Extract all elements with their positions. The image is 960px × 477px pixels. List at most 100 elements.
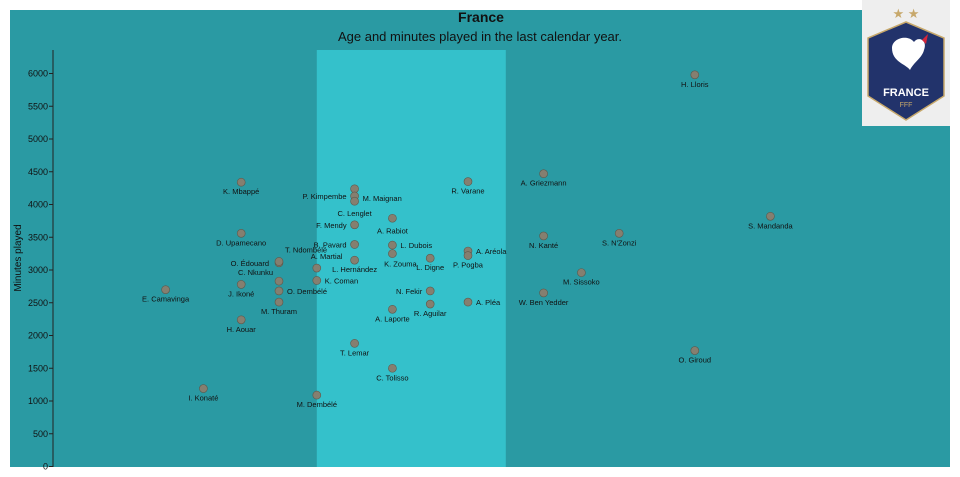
data-point-label: B. Pavard bbox=[314, 240, 347, 249]
y-tick-label: 1000 bbox=[28, 396, 48, 406]
data-point[interactable] bbox=[463, 297, 473, 307]
y-tick-label: 1500 bbox=[28, 363, 48, 373]
data-point-label: W. Ben Yedder bbox=[519, 298, 569, 307]
data-points: E. Camavinga I. Konaté K. Mbappé D. Upameca… bbox=[142, 70, 794, 409]
data-point[interactable] bbox=[388, 213, 397, 223]
y-tick-label: 3000 bbox=[28, 265, 48, 275]
data-point[interactable] bbox=[388, 304, 397, 314]
data-point[interactable] bbox=[463, 251, 473, 260]
chart-subtitle: Age and minutes played in the last calen… bbox=[338, 29, 622, 44]
data-point[interactable] bbox=[350, 240, 359, 249]
data-point[interactable] bbox=[312, 276, 322, 285]
data-point-label: L. Hernández bbox=[332, 265, 377, 274]
data-point-label: T. Ndombélé bbox=[285, 245, 327, 254]
data-point[interactable] bbox=[236, 229, 246, 238]
data-point-label: C. Tolisso bbox=[376, 373, 408, 382]
data-point[interactable] bbox=[236, 315, 246, 325]
fff-crest-icon: ★ ★ FRANCE FFF bbox=[867, 6, 945, 121]
data-point[interactable] bbox=[388, 240, 397, 250]
age-highlight-band bbox=[316, 50, 506, 467]
data-point[interactable] bbox=[463, 177, 473, 186]
y-tick-label: 4000 bbox=[28, 200, 48, 210]
data-point[interactable] bbox=[350, 184, 359, 194]
data-point[interactable] bbox=[350, 196, 359, 206]
chart-title: France bbox=[458, 9, 504, 25]
logo-subtext: FFF bbox=[900, 102, 913, 109]
data-point-label: R. Varane bbox=[451, 187, 484, 196]
data-point-label: O. Édouard bbox=[231, 259, 269, 268]
data-point-label: H. Aouar bbox=[227, 325, 257, 334]
y-tick-label: 3500 bbox=[28, 232, 48, 242]
data-point-label: P. Kimpembe bbox=[303, 192, 347, 201]
data-point[interactable] bbox=[274, 276, 284, 286]
data-point-label: H. Lloris bbox=[681, 80, 709, 89]
data-point-label: A. Martial bbox=[311, 252, 343, 261]
data-point[interactable] bbox=[236, 177, 246, 187]
data-point-label: R. Aguilar bbox=[414, 309, 447, 318]
data-point-label: A. Rabiot bbox=[377, 226, 409, 235]
data-point[interactable] bbox=[161, 285, 170, 294]
data-point[interactable] bbox=[350, 255, 359, 265]
data-point-label: S. N'Zonzi bbox=[602, 238, 637, 247]
stars-icon: ★ ★ bbox=[893, 6, 920, 21]
data-point[interactable] bbox=[350, 339, 359, 348]
y-tick-label: 0 bbox=[43, 462, 48, 472]
data-point-label: P. Pogba bbox=[453, 261, 484, 270]
data-point[interactable] bbox=[350, 220, 359, 230]
data-point[interactable] bbox=[274, 286, 284, 296]
data-point-label: M. Maignan bbox=[363, 194, 402, 203]
data-point-label: F. Mendy bbox=[316, 221, 347, 230]
data-point[interactable] bbox=[690, 346, 700, 355]
data-point[interactable] bbox=[766, 211, 775, 221]
y-tick-label: 5000 bbox=[28, 134, 48, 144]
data-point[interactable] bbox=[577, 268, 586, 277]
data-point[interactable] bbox=[425, 286, 435, 296]
data-point[interactable] bbox=[312, 263, 322, 273]
y-tick-label: 2500 bbox=[28, 298, 48, 308]
y-ticks: 0 500 1000 1500 2000 2500 3000 3500 4000 4500 5000… bbox=[28, 69, 53, 472]
data-point[interactable] bbox=[425, 253, 435, 263]
data-point-label: I. Konaté bbox=[188, 394, 218, 403]
data-point-label: E. Camavinga bbox=[142, 295, 190, 304]
data-point[interactable] bbox=[539, 288, 548, 298]
data-point[interactable] bbox=[199, 384, 208, 393]
data-point-label: L. Digne bbox=[416, 263, 444, 272]
logo-text: FRANCE bbox=[883, 87, 929, 99]
data-point-label: O. Dembélé bbox=[287, 287, 327, 296]
data-point-label: C. Nkunku bbox=[238, 268, 273, 277]
data-point[interactable] bbox=[539, 231, 548, 241]
data-point-label: N. Fekir bbox=[396, 287, 423, 296]
data-point-label: A. Pléa bbox=[476, 298, 501, 307]
data-point-label: L. Dubois bbox=[400, 241, 432, 250]
data-point-label: J. Ikoné bbox=[228, 289, 254, 298]
y-tick-label: 6000 bbox=[28, 69, 48, 79]
data-point-label: A. Aréola bbox=[476, 247, 507, 256]
data-point[interactable] bbox=[539, 169, 548, 179]
data-point[interactable] bbox=[425, 299, 435, 309]
data-point[interactable] bbox=[312, 390, 322, 400]
data-point[interactable] bbox=[614, 229, 624, 238]
axes: 0 500 1000 1500 2000 2500 3000 3500 4000 4500 5000… bbox=[28, 50, 54, 472]
data-point[interactable] bbox=[274, 257, 284, 266]
data-point-label: K. Mbappé bbox=[223, 187, 259, 196]
data-point-label: K. Zouma bbox=[384, 260, 417, 269]
data-point-label: A. Laporte bbox=[375, 314, 410, 323]
data-point[interactable] bbox=[388, 363, 397, 373]
team-logo: ★ ★ FRANCE FFF bbox=[862, 0, 950, 126]
y-tick-label: 2000 bbox=[28, 331, 48, 341]
y-axis-label: Minutes played bbox=[13, 224, 24, 291]
y-tick-label: 4500 bbox=[28, 167, 48, 177]
y-tick-label: 5500 bbox=[28, 101, 48, 111]
data-point-label: K. Coman bbox=[325, 276, 358, 285]
data-point-label: A. Griezmann bbox=[521, 179, 567, 188]
data-point-label: M. Dembélé bbox=[297, 400, 337, 409]
data-point-label: D. Upamecano bbox=[216, 238, 266, 247]
data-point[interactable] bbox=[690, 70, 700, 80]
data-point[interactable] bbox=[236, 280, 246, 289]
data-point[interactable] bbox=[274, 297, 284, 307]
data-point[interactable] bbox=[388, 249, 397, 258]
data-point-label: T. Lemar bbox=[340, 348, 370, 357]
data-point-label: S. Mandanda bbox=[748, 221, 793, 230]
y-tick-label: 500 bbox=[33, 429, 48, 439]
